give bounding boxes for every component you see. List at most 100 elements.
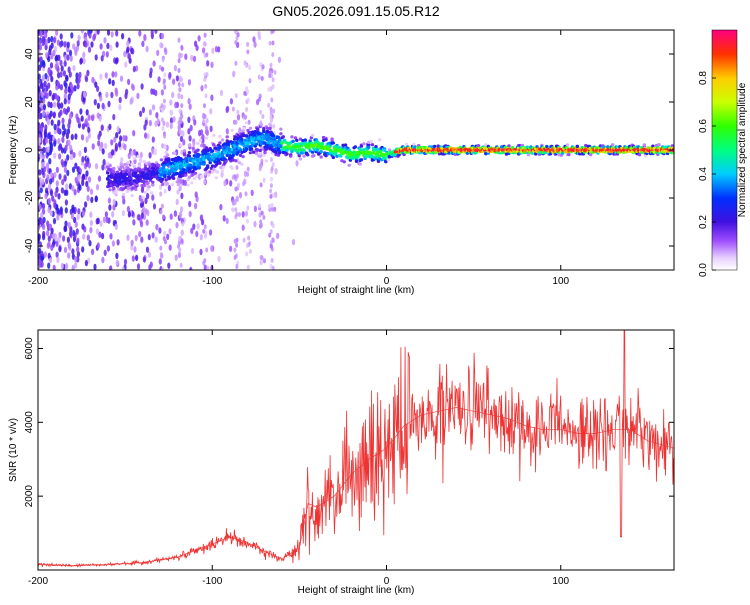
heatmap-cell — [67, 252, 71, 259]
heatmap-cell — [267, 87, 271, 92]
heatmap-cell — [50, 244, 54, 251]
spectrogram-x-tick-label: -200 — [28, 276, 48, 287]
heatmap-cell — [76, 246, 80, 253]
heatmap-cell — [128, 171, 132, 175]
heatmap-cell — [312, 154, 316, 158]
heatmap-cell — [244, 114, 248, 120]
heatmap-cell — [359, 158, 364, 162]
heatmap-cell — [65, 132, 69, 140]
heatmap-cell — [171, 176, 176, 180]
snr-x-tick-label: 0 — [384, 576, 390, 587]
heatmap-cell — [270, 244, 274, 250]
heatmap-cell — [197, 35, 201, 42]
heatmap-cell — [39, 153, 43, 160]
heatmap-cell — [79, 108, 83, 115]
heatmap-cell — [153, 148, 157, 153]
heatmap-cell — [104, 142, 108, 150]
heatmap-cell — [58, 231, 62, 239]
heatmap-cell — [40, 255, 44, 262]
heatmap-cell — [199, 248, 203, 256]
heatmap-cell — [271, 134, 276, 138]
heatmap-cell — [152, 172, 156, 176]
heatmap-cell — [73, 85, 77, 92]
heatmap-cell — [202, 41, 206, 47]
heatmap-cell — [160, 103, 164, 109]
heatmap-cell — [234, 40, 238, 45]
heatmap-cell — [174, 101, 178, 109]
heatmap-cell — [90, 196, 94, 204]
heatmap-cell — [71, 185, 75, 192]
heatmap-cell — [247, 235, 251, 241]
heatmap-cell — [211, 47, 215, 54]
heatmap-cell — [262, 153, 266, 157]
heatmap-cell — [263, 258, 266, 264]
heatmap-cell — [97, 133, 101, 141]
heatmap-cell — [48, 90, 52, 97]
heatmap-cell — [47, 101, 51, 108]
heatmap-cell — [94, 81, 98, 88]
heatmap-cell — [47, 235, 51, 242]
heatmap-cell — [170, 183, 174, 187]
heatmap-cell — [291, 139, 295, 143]
heatmap-cell — [65, 75, 69, 82]
heatmap-cell — [121, 209, 125, 217]
heatmap-cell — [104, 211, 108, 218]
heatmap-cell — [111, 240, 115, 247]
heatmap-cell — [38, 85, 41, 93]
colorbar-tick-label: 0.8 — [698, 71, 709, 85]
heatmap-cell — [87, 132, 91, 139]
heatmap-cell — [130, 239, 134, 246]
spectrogram-y-tick-label: -20 — [24, 190, 35, 205]
heatmap-cell — [202, 143, 206, 147]
heatmap-cell — [119, 135, 123, 142]
heatmap-cell — [246, 218, 249, 224]
heatmap-cell — [121, 266, 125, 270]
heatmap-cell — [260, 76, 264, 81]
heatmap-cell — [59, 84, 64, 91]
heatmap-cell — [664, 145, 668, 149]
heatmap-cell — [299, 142, 304, 146]
heatmap-cell — [57, 193, 61, 200]
heatmap-cell — [203, 224, 207, 230]
heatmap-cell — [132, 130, 136, 137]
heatmap-cell — [52, 217, 57, 225]
snr-y-tick-label: 2000 — [24, 485, 35, 508]
heatmap-cell — [163, 170, 167, 174]
heatmap-cell — [127, 211, 131, 218]
heatmap-cell — [126, 167, 131, 171]
heatmap-cell — [168, 244, 172, 251]
heatmap-cell — [181, 82, 185, 88]
heatmap-cell — [205, 247, 209, 253]
heatmap-cell — [115, 252, 119, 260]
heatmap-cell — [245, 134, 249, 138]
heatmap-cell — [179, 135, 184, 142]
heatmap-cell — [262, 215, 266, 220]
heatmap-cell — [378, 138, 382, 142]
heatmap-cell — [164, 178, 168, 182]
heatmap-cell — [38, 99, 41, 106]
spectrogram-y-label: Frequency (Hz) — [8, 116, 19, 185]
heatmap-cell — [209, 125, 213, 132]
heatmap-cell — [58, 245, 62, 253]
heatmap-cell — [64, 144, 68, 152]
heatmap-cell — [180, 206, 184, 213]
heatmap-cell — [137, 214, 141, 221]
heatmap-cell — [402, 152, 406, 157]
colorbar: 0.0 0.2 0.4 0.6 0.8 Normalized spectral ampl… — [698, 29, 748, 277]
heatmap-cell — [252, 36, 256, 43]
heatmap-cell — [271, 223, 275, 229]
colorbar-gradient — [711, 29, 738, 271]
heatmap-cell — [234, 159, 238, 163]
heatmap-cell — [285, 148, 289, 152]
heatmap-cell — [38, 247, 42, 255]
heatmap-cell — [315, 148, 320, 152]
heatmap-cell — [48, 257, 53, 264]
heatmap-cell — [76, 213, 80, 221]
heatmap-cell — [91, 114, 95, 122]
heatmap-cell — [84, 201, 88, 208]
heatmap-cell — [49, 134, 53, 141]
heatmap-cell — [55, 251, 59, 258]
heatmap-cell — [46, 230, 50, 237]
heatmap-cell — [50, 227, 54, 234]
heatmap-cell — [38, 203, 42, 211]
